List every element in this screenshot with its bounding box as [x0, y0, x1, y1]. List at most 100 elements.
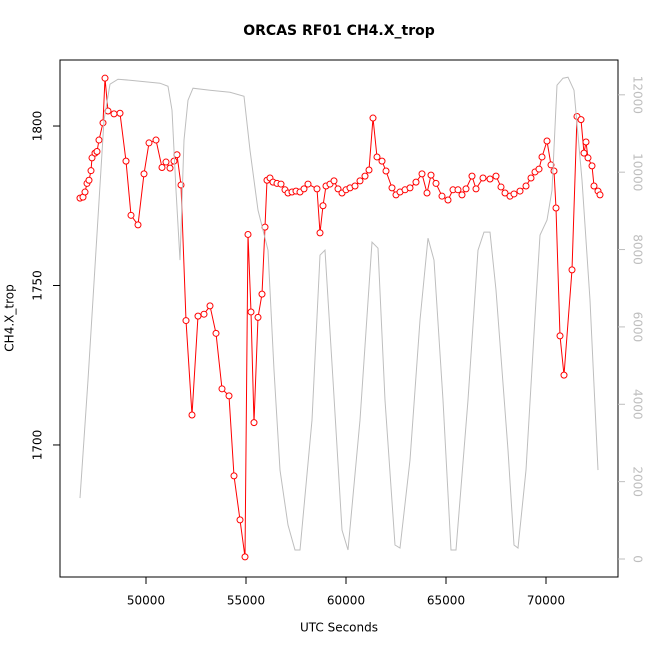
data-point: [188, 411, 196, 419]
data-point: [497, 183, 505, 191]
data-point: [590, 182, 598, 190]
y2-tick-label: 10000: [631, 153, 645, 191]
data-point: [356, 177, 364, 185]
data-point: [127, 211, 135, 219]
data-point: [438, 192, 446, 200]
data-point: [584, 154, 592, 162]
data-point: [206, 302, 214, 310]
data-point: [538, 153, 546, 161]
data-point: [236, 516, 244, 524]
y2-tick-label: 2000: [631, 466, 645, 497]
data-point: [486, 175, 494, 183]
data-point: [427, 171, 435, 179]
data-point: [254, 313, 262, 321]
data-point: [492, 172, 500, 180]
data-point: [501, 189, 509, 197]
data-point: [81, 188, 89, 196]
data-point: [454, 186, 462, 194]
x-tick-label: 60000: [327, 594, 365, 608]
y2-tick-label: 6000: [631, 312, 645, 343]
data-point: [516, 187, 524, 195]
data-point: [527, 174, 535, 182]
data-point: [95, 136, 103, 144]
x-tick-label: 65000: [427, 594, 465, 608]
plot-frame: [59, 59, 619, 578]
data-point: [300, 185, 308, 193]
data-point: [166, 164, 174, 172]
data-point: [351, 182, 359, 190]
y-tick-label: 1700: [31, 430, 45, 461]
data-point: [378, 157, 386, 165]
data-point: [134, 221, 142, 229]
data-point: [588, 162, 596, 170]
data-point: [556, 332, 564, 340]
data-point: [277, 180, 285, 188]
data-point: [373, 153, 381, 161]
data-point: [316, 229, 324, 237]
data-point: [85, 176, 93, 184]
data-point: [194, 312, 202, 320]
y2-tick-label: 0: [631, 555, 645, 563]
data-point: [304, 180, 312, 188]
data-point: [568, 266, 576, 274]
data-point: [244, 230, 252, 238]
data-point: [369, 114, 377, 122]
data-point: [104, 107, 112, 115]
y-axis-label: CH4.X_trop: [3, 284, 17, 351]
data-point: [522, 182, 530, 190]
data-point: [468, 172, 476, 180]
data-point: [313, 185, 321, 193]
data-point: [101, 74, 109, 82]
data-point: [444, 196, 452, 204]
data-point: [582, 138, 590, 146]
data-point: [177, 181, 185, 189]
data-point: [334, 185, 342, 193]
series-line: [79, 78, 601, 557]
data-point: [510, 190, 518, 198]
data-point: [388, 184, 396, 192]
data-point: [200, 310, 208, 318]
y2-tick-label: 8000: [631, 234, 645, 265]
data-point: [152, 136, 160, 144]
data-point: [472, 185, 480, 193]
data-point: [182, 317, 190, 325]
data-point: [406, 184, 414, 192]
x-tick-label: 55000: [227, 594, 265, 608]
data-point: [550, 167, 558, 175]
y2-tick-label: 4000: [631, 389, 645, 420]
data-point: [361, 172, 369, 180]
data-point: [552, 204, 560, 212]
data-point: [423, 189, 431, 197]
y-tick-label: 1750: [31, 270, 45, 301]
x-tick-label: 50000: [127, 594, 165, 608]
data-point: [110, 110, 118, 118]
data-point: [418, 170, 426, 178]
data-point: [258, 290, 266, 298]
data-point: [330, 177, 338, 185]
data-point: [580, 149, 588, 157]
data-point: [162, 158, 170, 166]
data-point: [230, 472, 238, 480]
data-point: [99, 119, 107, 127]
data-point: [577, 116, 585, 124]
data-point: [560, 371, 568, 379]
chart-title: ORCAS RF01 CH4.X_trop: [243, 23, 435, 39]
data-point: [319, 202, 327, 210]
data-point: [365, 166, 373, 174]
data-point: [250, 419, 258, 427]
data-point: [140, 170, 148, 178]
data-point: [412, 178, 420, 186]
data-point: [241, 553, 249, 561]
x-axis-label: UTC Seconds: [300, 621, 378, 635]
data-point: [462, 185, 470, 193]
data-point: [158, 163, 166, 171]
y2-tick-label: 12000: [631, 76, 645, 114]
data-point: [432, 179, 440, 187]
data-point: [225, 392, 233, 400]
data-point: [479, 174, 487, 182]
data-point: [173, 151, 181, 159]
data-point: [87, 167, 95, 175]
data-point: [116, 109, 124, 117]
data-point: [212, 329, 220, 337]
